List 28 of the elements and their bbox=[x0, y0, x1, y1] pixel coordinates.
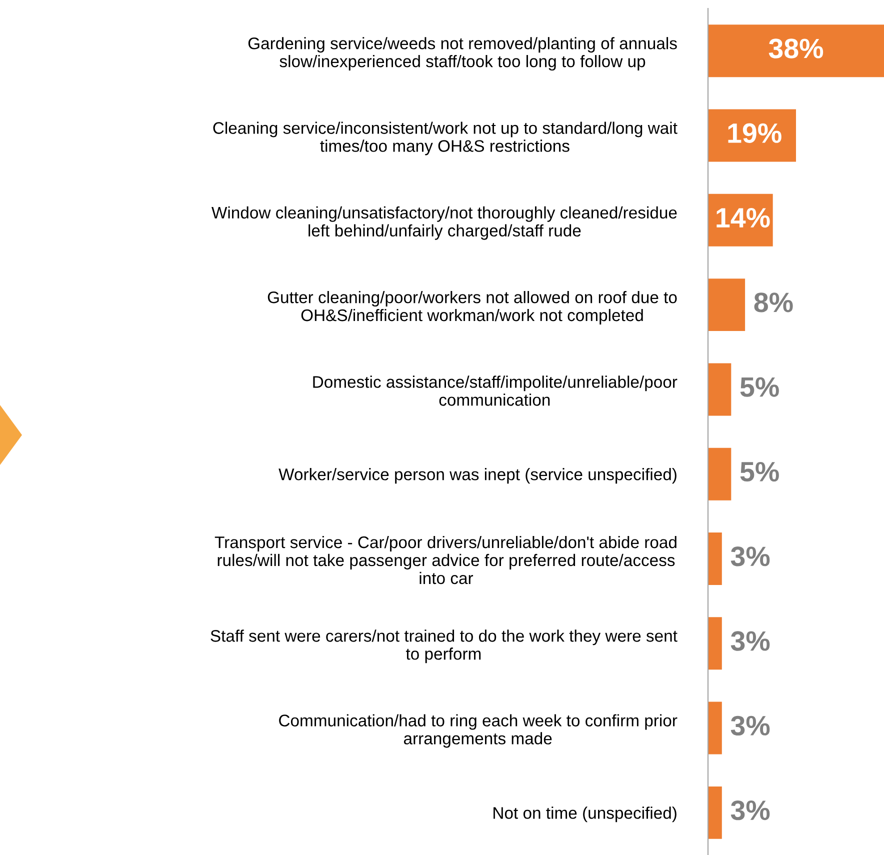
data-label: 38% bbox=[768, 38, 824, 58]
data-label: 3% bbox=[730, 800, 770, 820]
y-tick-label: Communication/had to ring each week to confirm prior arrangements made bbox=[279, 714, 678, 748]
y-tick-label: Domestic assistance/staff/impolite/unreliable/poor communication bbox=[313, 376, 678, 406]
data-label: 8% bbox=[754, 292, 793, 312]
y-tick-label: Gardening service/weeds not removed/planting of annuals slow/inexperienced staff/took too long to follow up bbox=[248, 37, 677, 71]
bar bbox=[708, 278, 746, 332]
y-tick-label: Window cleaning/unsatisfactory/not thoroughly cleaned/residue left behind/unfairly charged/staff rude bbox=[212, 206, 677, 240]
y-tick-label: Not on time (unspecified) bbox=[494, 806, 676, 822]
data-label: 3% bbox=[730, 631, 770, 651]
y-tick-label: Staff sent were carers/not trained to do the work they were sent to perform bbox=[210, 630, 678, 664]
bar bbox=[708, 24, 884, 78]
y-tick-label: Transport service - Car/poor drivers/unreliable/don't abide road rules/will not take passenger advice for preferred route/access into car bbox=[214, 536, 676, 584]
bar bbox=[708, 532, 722, 585]
y-tick-label: Gutter cleaning/poor/workers not allowed on roof due to OH&S/inefficient workman/work not completed bbox=[268, 291, 677, 324]
bar bbox=[708, 786, 722, 839]
data-label: 19% bbox=[728, 123, 782, 143]
bar bbox=[708, 363, 732, 416]
data-label: 3% bbox=[730, 546, 770, 566]
data-label: 14% bbox=[716, 208, 770, 228]
data-label: 5% bbox=[740, 377, 779, 397]
bar bbox=[708, 617, 722, 670]
y-tick-label: Cleaning service/inconsistent/work not up to standard/long wait times/too many OH&S restrictions bbox=[213, 122, 678, 156]
bar bbox=[708, 448, 732, 500]
data-label: 5% bbox=[740, 462, 779, 482]
data-label: 3% bbox=[730, 716, 770, 736]
bar bbox=[708, 702, 722, 754]
y-tick-label: Worker/service person was inept (service unspecified) bbox=[278, 468, 676, 484]
